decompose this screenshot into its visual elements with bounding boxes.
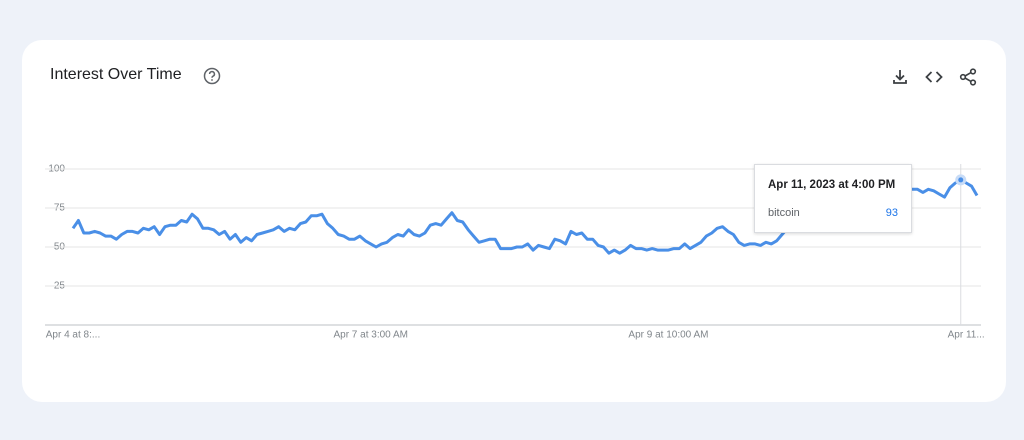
- x-tick-label: Apr 4 at 8:...: [46, 330, 100, 341]
- title: Interest Over Time: [50, 66, 182, 83]
- tooltip-series-name: bitcoin: [768, 207, 800, 219]
- hover-point: [955, 174, 967, 186]
- x-tick-label: Apr 9 at 10:00 AM: [628, 330, 708, 341]
- help-icon[interactable]: [202, 66, 222, 86]
- tooltip: Apr 11, 2023 at 4:00 PM bitcoin 93: [754, 164, 912, 233]
- embed-icon[interactable]: [924, 67, 944, 87]
- download-icon[interactable]: [890, 67, 910, 87]
- share-icon[interactable]: [958, 67, 978, 87]
- tooltip-title: Apr 11, 2023 at 4:00 PM: [768, 179, 896, 191]
- tooltip-value: 93: [885, 207, 898, 219]
- x-tick-label: Apr 7 at 3:00 AM: [333, 330, 408, 341]
- x-tick-label: Apr 11...: [948, 330, 985, 341]
